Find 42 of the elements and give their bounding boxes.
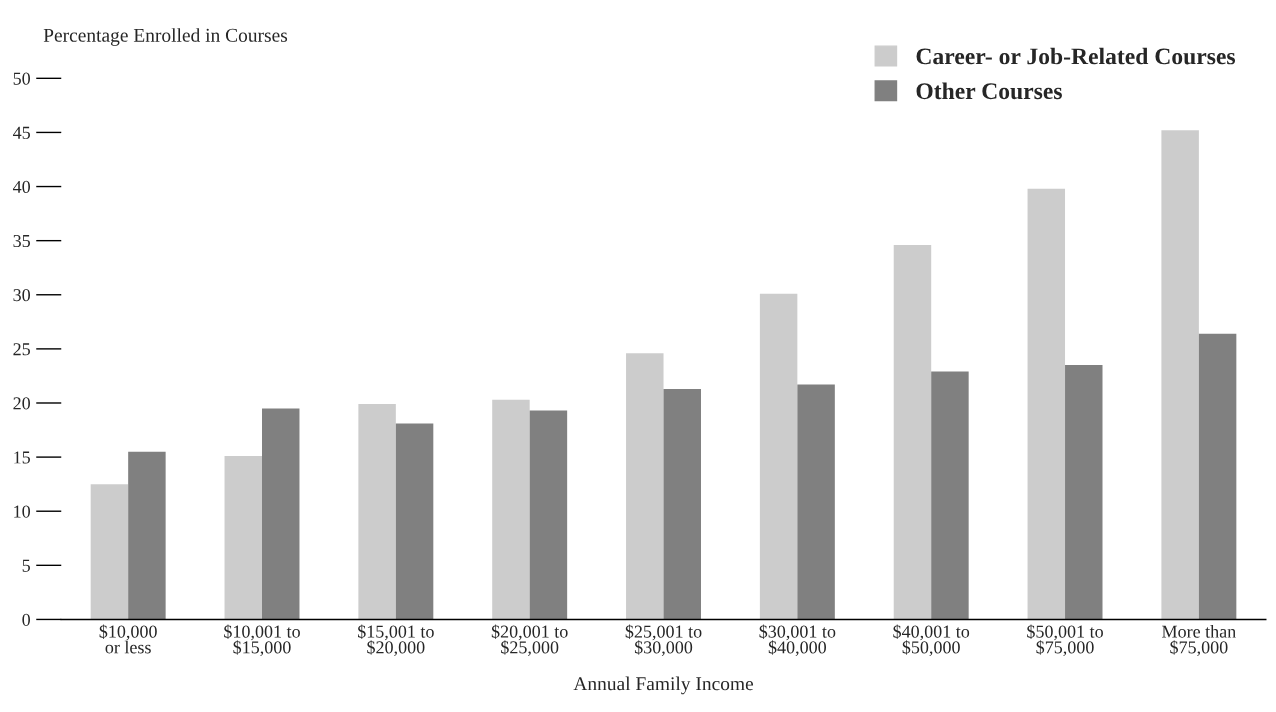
- x-tick-label: More than $75,000: [1162, 625, 1236, 657]
- y-tick-label: 50: [13, 72, 30, 85]
- y-tick-label: 45: [12, 126, 30, 139]
- bar: [931, 371, 969, 620]
- bar: [90, 484, 129, 620]
- y-tick-label: 15: [14, 451, 30, 464]
- bar: [797, 384, 835, 620]
- bar: [529, 410, 568, 620]
- y-tick-label: 20: [13, 397, 30, 410]
- y-tick-label: 10: [14, 505, 30, 518]
- bar: [626, 353, 664, 620]
- x-tick-label: $10,001 to $15,000: [224, 624, 300, 657]
- legend-label: Career- or Job-Related Courses: [916, 47, 1236, 65]
- y-tick-label: 40: [12, 180, 30, 193]
- bar: [1065, 365, 1103, 620]
- bar: [358, 404, 396, 620]
- bar: [262, 408, 300, 620]
- bar: [224, 456, 263, 620]
- y-tick-label: 25: [13, 343, 30, 356]
- bar: [893, 244, 932, 620]
- bar: [128, 451, 166, 620]
- bar: [1198, 333, 1237, 620]
- bar: [1027, 188, 1066, 620]
- bar: [1161, 130, 1199, 620]
- x-tick-label: $25,001 to $30,000: [625, 624, 702, 657]
- y-axis-title: Percentage Enrolled in Courses: [43, 28, 288, 46]
- bar: [395, 423, 434, 620]
- bar: [663, 388, 701, 620]
- x-tick-label: $40,001 to $50,000: [893, 624, 970, 657]
- x-axis-title: Annual Family Income: [573, 676, 754, 695]
- y-tick-label: 0: [22, 613, 30, 626]
- bar: [492, 399, 530, 620]
- y-tick-label: 35: [13, 234, 30, 248]
- x-tick-label: $20,001 to $25,000: [491, 624, 568, 657]
- x-tick-label: $10,000 or less: [99, 624, 157, 654]
- y-tick-label: 30: [13, 289, 30, 302]
- legend-label: Other Courses: [916, 82, 1062, 100]
- x-tick-label: $50,001 to $75,000: [1027, 624, 1103, 657]
- x-tick-label: $15,001 to $20,000: [358, 624, 434, 657]
- x-tick-label: $30,001 to $40,000: [759, 624, 836, 657]
- bar: [759, 293, 798, 620]
- y-tick-label: 5: [22, 559, 30, 572]
